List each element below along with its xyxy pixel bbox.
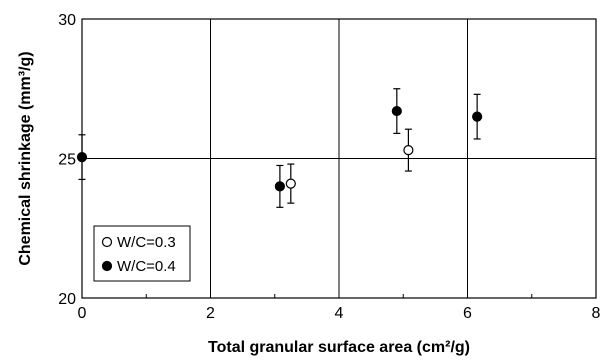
legend-marker-open-circle bbox=[101, 236, 113, 248]
legend-marker-filled-circle bbox=[101, 260, 113, 272]
legend: W/C=0.3 W/C=0.4 bbox=[93, 225, 191, 282]
legend-label-wc-0-3: W/C=0.3 bbox=[117, 234, 176, 251]
data-point-open bbox=[403, 145, 414, 156]
grid-lines bbox=[82, 19, 596, 298]
data-point-filled bbox=[76, 152, 88, 163]
data-point-open bbox=[285, 178, 296, 189]
y-axis-title: Chemical shrinkage (mm³/g) bbox=[17, 51, 34, 265]
x-tick-label: 6 bbox=[463, 305, 472, 322]
data-point-filled bbox=[391, 105, 402, 117]
legend-label-wc-0-4: W/C=0.4 bbox=[117, 258, 176, 275]
y-tick-label: 20 bbox=[58, 291, 76, 308]
data-marks bbox=[76, 88, 483, 208]
x-tick-label: 4 bbox=[335, 305, 344, 322]
y-tick-label: 25 bbox=[58, 152, 76, 169]
x-tick-label: 2 bbox=[206, 305, 215, 322]
data-point-filled bbox=[274, 181, 285, 192]
data-point-filled bbox=[472, 111, 483, 122]
axis-ticks: 0 2 4 6 8 20 25 30 bbox=[58, 12, 600, 322]
x-axis-title: Total granular surface area (cm²/g) bbox=[208, 339, 470, 356]
x-tick-label: 8 bbox=[592, 305, 601, 322]
legend-box bbox=[93, 225, 191, 282]
y-tick-label: 30 bbox=[58, 12, 76, 29]
x-tick-label: 0 bbox=[78, 305, 87, 322]
